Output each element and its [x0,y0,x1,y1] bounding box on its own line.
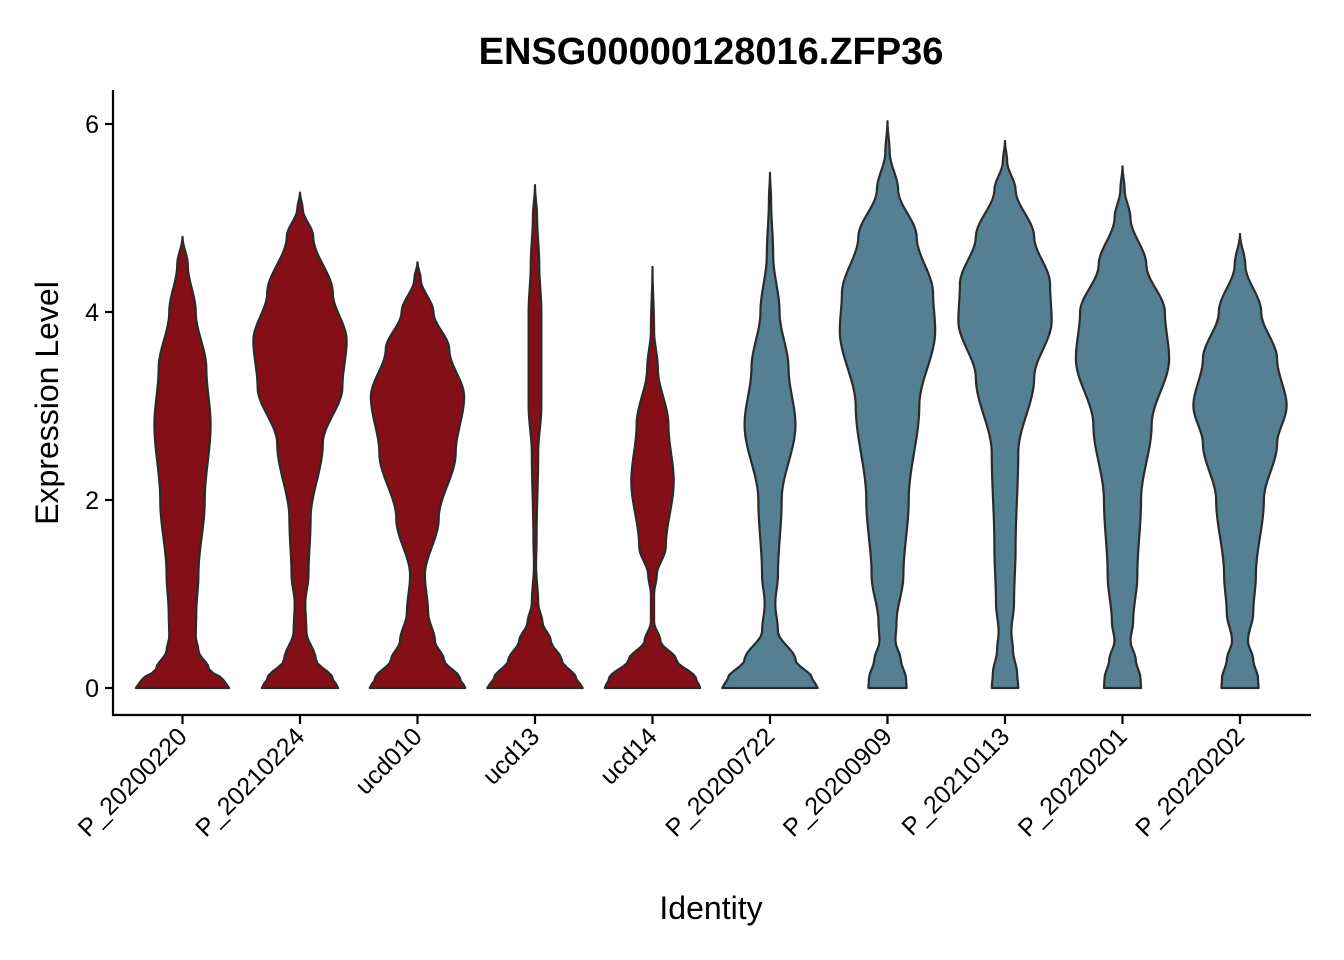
violin-ucd14 [603,265,702,690]
violin-p-20210113 [957,139,1053,690]
y-axis-label: Expression Level [29,281,65,525]
x-tick-label: P_20200722 [660,722,780,842]
x-tick-label: P_20220201 [1013,722,1133,842]
violin-p-20200909 [838,120,937,690]
x-tick-label: ucd14 [595,722,663,790]
x-tick-label: ucd010 [350,722,428,800]
y-tick-label: 2 [85,487,99,515]
violin-p-20220202 [1192,232,1288,690]
violin-p-20200220 [134,235,231,690]
chart-title: ENSG00000128016.ZFP36 [479,31,944,73]
violin-p-20220201 [1074,165,1171,690]
violin-p-20210224 [252,191,348,690]
violins-group [134,120,1288,690]
x-tick-label: P_20210113 [896,722,1015,841]
x-tick-label: P_20200220 [73,722,193,842]
x-tick-label: P_20220202 [1130,722,1250,842]
y-ticks-group: 0 2 4 6 [85,111,113,703]
violin-p-20200722 [721,171,819,690]
y-tick-label: 0 [85,675,99,703]
x-tick-label: ucd13 [477,722,545,790]
y-tick-label: 6 [85,111,99,139]
violin-ucd010 [368,261,467,690]
x-tick-label: P_20200909 [778,722,898,842]
x-tick-label: P_20210224 [190,722,310,842]
y-tick-label: 4 [85,299,99,327]
violin-ucd13 [486,184,584,690]
x-axis-label: Identity [659,890,762,926]
